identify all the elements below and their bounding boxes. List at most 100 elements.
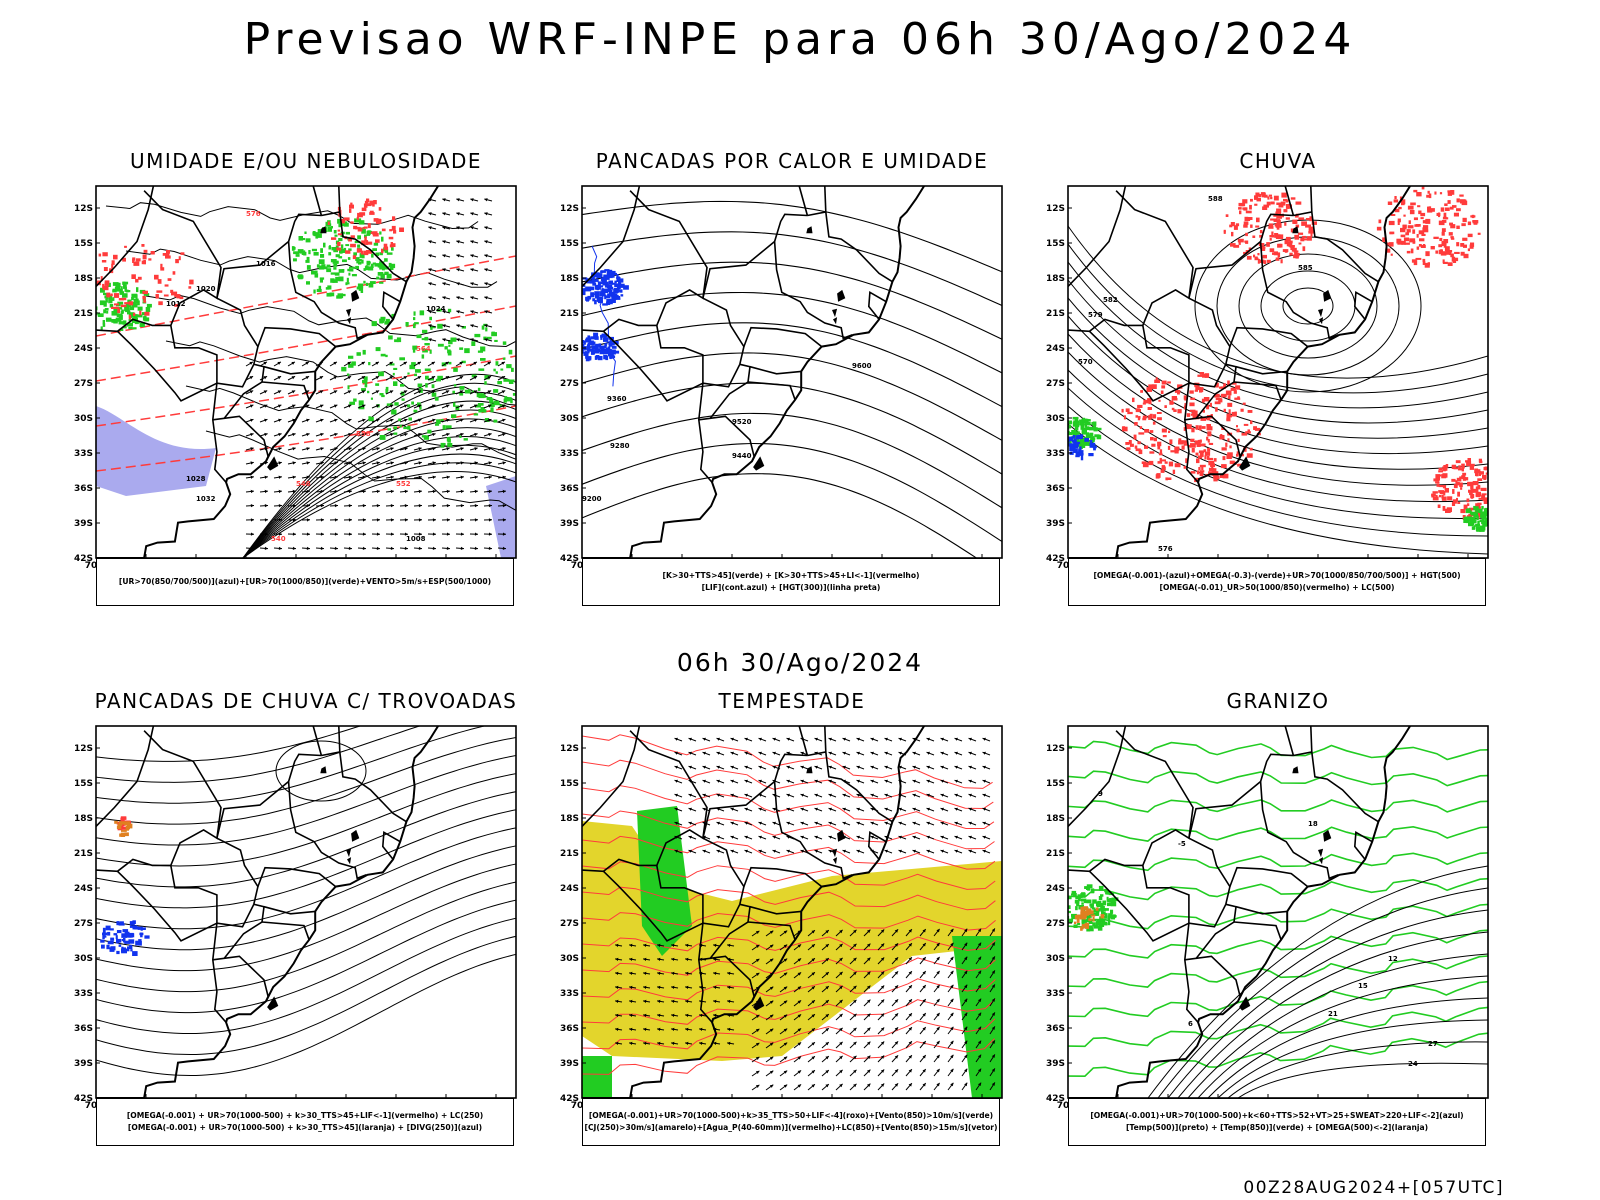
streamline-250 — [96, 881, 516, 993]
legend-line: [OMEGA(-0.001)+UR>70(1000-500)+k>35_TTS>… — [588, 1111, 994, 1120]
contour-label: 9360 — [607, 395, 627, 403]
state-border — [1088, 330, 1190, 402]
lat-tick-label: 21S — [560, 309, 579, 319]
hgt500-contour — [1068, 279, 1488, 424]
lake — [351, 829, 360, 842]
contour-label: 1028 — [186, 475, 206, 483]
lake — [1292, 766, 1299, 774]
lat-tick-label: 36S — [560, 1024, 579, 1034]
pressure-isobar — [242, 427, 516, 558]
state-border — [211, 923, 227, 1023]
wind-vectors — [615, 943, 735, 1045]
panel-legend: [OMEGA(-0.001) + UR>70(1000-500) + k>30_… — [96, 1098, 514, 1146]
lat-tick-label: 15S — [1046, 779, 1065, 789]
lake — [753, 456, 765, 471]
state-border — [582, 730, 708, 873]
lat-tick-label: 39S — [560, 1059, 579, 1069]
hgt500-closed-contour — [1282, 287, 1334, 325]
contour-label: 9440 — [732, 452, 752, 460]
temp-850-contour — [1068, 852, 1488, 872]
state-border — [1142, 837, 1231, 928]
lat-tick-label: 27S — [74, 379, 93, 389]
contour-label: 15 — [1358, 982, 1368, 990]
contour-label: 24 — [1408, 1060, 1418, 1068]
streamline-850 — [582, 978, 996, 1001]
hgt300-contour — [582, 231, 1002, 307]
lat-tick-label: 33S — [560, 449, 579, 459]
thunder-orange-area — [114, 820, 133, 837]
omega-red-area — [1376, 186, 1481, 268]
lat-tick-label: 24S — [1046, 884, 1065, 894]
state-border — [749, 905, 802, 915]
contour-label: 1024 — [426, 305, 446, 313]
temp-850-contour — [1068, 980, 1488, 1018]
contour-label: 582 — [1103, 296, 1118, 304]
state-border — [257, 866, 337, 888]
lat-tick-label: 30S — [74, 954, 93, 964]
temp-850-contour — [1068, 825, 1488, 842]
panel-title: TEMPESTADE — [718, 689, 866, 713]
state-border — [798, 186, 809, 216]
lake — [267, 996, 279, 1011]
state-border — [1293, 751, 1379, 823]
state-border — [263, 365, 316, 375]
state-border — [697, 923, 713, 1023]
lake — [351, 289, 360, 302]
map-panel-3: CHUVA 588 585 582 579 576 570 12S 15S 18S 21S 24S 27… — [1046, 149, 1568, 640]
legend-line: [OMEGA(-0.001) + UR>70(1000-500) + k>30_… — [126, 1111, 484, 1120]
lat-tick-label: 12S — [74, 204, 93, 214]
pressure-isobar — [242, 373, 516, 558]
legend-line: [OMEGA(-0.001)-(azul)+OMEGA(-0.3)-(verde… — [1093, 571, 1461, 580]
lake — [832, 308, 838, 318]
streamline-250 — [96, 899, 516, 1014]
pressure-isobar — [242, 391, 516, 558]
humidity-850-500-area — [96, 406, 216, 496]
main-title: Previsao WRF-INPE para 06h 30/Ago/2024 — [243, 14, 1357, 65]
contour-label: 588 — [1208, 195, 1223, 203]
state-border — [747, 921, 796, 941]
state-border — [1310, 726, 1313, 753]
state-border — [1068, 190, 1194, 333]
state-border — [1353, 290, 1373, 320]
state-border — [287, 781, 367, 880]
state-border — [261, 921, 310, 941]
lat-tick-label: 21S — [1046, 849, 1065, 859]
lat-tick-label: 30S — [1046, 954, 1065, 964]
temp-850-contour — [1068, 770, 1488, 787]
lake — [1323, 829, 1332, 842]
lat-tick-label: 24S — [560, 884, 579, 894]
wind-vectors — [428, 198, 493, 342]
lat-tick-label: 18S — [74, 274, 93, 284]
legend-line: [OMEGA(-0.01)_UR>50(1000/850)(vermelho) … — [1159, 583, 1395, 592]
temp-500-contour — [1177, 931, 1488, 1098]
contour-label: -5 — [1178, 840, 1186, 848]
lat-tick-label: 33S — [74, 989, 93, 999]
contour-label: 9280 — [610, 442, 630, 450]
lat-tick-label: 33S — [1046, 449, 1065, 459]
humidity-1000-850-area — [341, 308, 516, 448]
temp-850-contour — [1068, 903, 1488, 930]
contour-label: 12 — [1388, 955, 1398, 963]
contour-label: 579 — [1088, 311, 1103, 319]
contour-label: 1016 — [256, 260, 276, 268]
state-border — [1233, 381, 1282, 401]
legend-line: [LIF](cont.azul) + [HGT(300)](linha pret… — [701, 583, 881, 592]
lat-tick-label: 12S — [560, 204, 579, 214]
state-border — [96, 190, 222, 333]
pressure-isobar — [242, 444, 516, 558]
lat-tick-label: 30S — [1046, 414, 1065, 424]
pressure-isobar — [125, 248, 498, 288]
lat-tick-label: 27S — [74, 919, 93, 929]
pressure-isobar — [242, 382, 516, 558]
lat-tick-label: 39S — [1046, 1059, 1065, 1069]
state-border — [1353, 830, 1373, 860]
temp-850-contour — [1068, 955, 1488, 988]
state-border — [743, 326, 823, 348]
lat-tick-label: 36S — [74, 484, 93, 494]
state-border — [287, 241, 367, 340]
lat-tick-label: 21S — [1046, 309, 1065, 319]
omega-blue-area — [1068, 434, 1097, 461]
lat-tick-label: 42S — [1046, 1094, 1065, 1104]
lat-tick-label: 36S — [1046, 1024, 1065, 1034]
lake — [1239, 456, 1251, 471]
